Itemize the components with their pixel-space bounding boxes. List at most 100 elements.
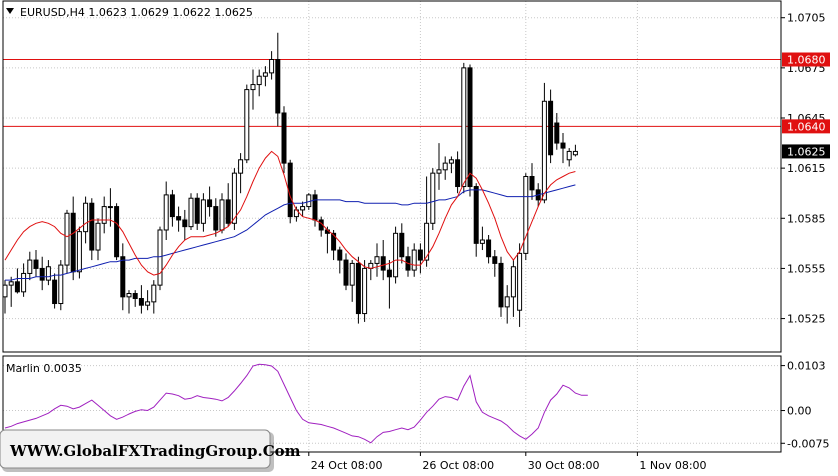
y-tick-label: 0.00 xyxy=(787,405,812,418)
candle xyxy=(405,246,411,277)
candle-body-bull xyxy=(107,206,113,209)
grid xyxy=(3,1,781,452)
candle-body-bear xyxy=(120,256,126,298)
candle-body-bull xyxy=(238,159,244,174)
candle xyxy=(14,268,20,294)
y-tick-label: -0.0075 xyxy=(787,437,829,450)
candle xyxy=(275,32,281,127)
candle-body-bull xyxy=(436,169,442,174)
indicator-title: Marlin 0.0035 xyxy=(6,362,82,375)
candle xyxy=(548,89,554,164)
candle xyxy=(262,66,268,87)
candle xyxy=(145,290,151,311)
candle-body-bull xyxy=(393,232,399,278)
candle xyxy=(461,62,467,194)
candle xyxy=(163,181,169,241)
candle-body-bear xyxy=(554,122,560,144)
candle xyxy=(200,193,206,232)
candle-body-bull xyxy=(101,206,107,224)
candle-body-bull xyxy=(566,150,572,161)
candle-body-bull xyxy=(517,252,523,311)
candle-body-bear xyxy=(343,259,349,286)
candle-body-bear xyxy=(14,281,20,293)
candle xyxy=(566,148,572,167)
candle xyxy=(479,226,485,251)
candle-body-bull xyxy=(430,172,436,224)
candle xyxy=(269,51,275,80)
candle xyxy=(52,273,58,309)
candle xyxy=(58,260,64,311)
candle-body-bull xyxy=(219,199,225,231)
candle xyxy=(486,235,492,264)
candle-body-bull xyxy=(145,301,151,306)
candle xyxy=(95,218,101,261)
candle-body-bull xyxy=(163,194,169,231)
chart-title: EURUSD,H4 1.0623 1.0629 1.0622 1.0625 xyxy=(20,6,253,19)
y-tick-label: 1.0525 xyxy=(787,313,826,326)
candle xyxy=(355,256,361,324)
candle xyxy=(517,243,523,327)
candle xyxy=(362,260,368,322)
candle xyxy=(182,209,188,241)
marlin-oscillator xyxy=(4,363,588,444)
candle xyxy=(231,168,237,230)
candle xyxy=(529,163,535,200)
candle xyxy=(399,223,405,264)
candle-body-bear xyxy=(337,249,343,261)
candle-body-bear xyxy=(132,293,138,300)
candle xyxy=(8,276,14,307)
candle-body-bear xyxy=(529,176,535,191)
candle xyxy=(101,196,107,234)
candle-body-bear xyxy=(182,219,188,228)
candle xyxy=(523,173,529,261)
candle-body-bull xyxy=(424,222,430,261)
candle xyxy=(498,256,504,317)
dropdown-triangle-icon[interactable] xyxy=(6,8,14,14)
candle xyxy=(120,243,126,311)
candle xyxy=(89,198,95,261)
chart-header: EURUSD,H4 1.0623 1.0629 1.0622 1.0625 xyxy=(6,6,253,19)
x-tick-label: 1 Nov 08:00 xyxy=(639,459,706,472)
candle-body-bull xyxy=(250,84,256,91)
candle-body-bear xyxy=(331,232,337,251)
candle xyxy=(151,280,157,314)
candle xyxy=(436,143,442,190)
candle xyxy=(225,183,231,227)
level-tag-label: 1.0680 xyxy=(787,54,826,67)
candle-body-bear xyxy=(386,269,392,278)
candle xyxy=(411,243,417,277)
candle-body-bear xyxy=(176,216,182,221)
candle xyxy=(492,250,498,277)
candle-body-bull xyxy=(151,284,157,303)
candle-body-bull xyxy=(300,206,306,211)
level-tag-bg xyxy=(782,119,830,134)
candle xyxy=(27,251,33,281)
candle-body-bull xyxy=(200,199,206,224)
time-axis: 24 Oct 08:00 26 Oct 08:00 30 Oct 08:00 1 No… xyxy=(308,452,707,472)
candle-body-bull xyxy=(269,59,275,74)
candle-body-bull xyxy=(8,281,14,286)
main-pane-frame xyxy=(2,0,782,353)
candle-body-bear xyxy=(399,232,405,258)
candle xyxy=(455,151,461,194)
candle-body-bear xyxy=(89,202,95,251)
candle xyxy=(380,240,386,281)
x-tick-label: 24 Oct 08:00 xyxy=(311,459,383,472)
price-levels xyxy=(3,59,781,127)
candle xyxy=(138,285,144,314)
y-tick-label: 1.0585 xyxy=(787,212,826,225)
level-price-tag: 1.0680 xyxy=(782,52,830,67)
candle xyxy=(442,156,448,180)
candle xyxy=(368,260,374,281)
candle xyxy=(448,156,454,174)
candles xyxy=(2,32,578,327)
candle-body-bull xyxy=(461,67,467,188)
candle-body-bear xyxy=(560,142,566,149)
x-tick-label: 26 Oct 08:00 xyxy=(422,459,494,472)
candle xyxy=(83,196,89,244)
candle xyxy=(560,133,566,164)
current-price-label: 1.0625 xyxy=(787,145,826,158)
candle-body-bull xyxy=(572,150,578,156)
candle xyxy=(2,280,8,314)
